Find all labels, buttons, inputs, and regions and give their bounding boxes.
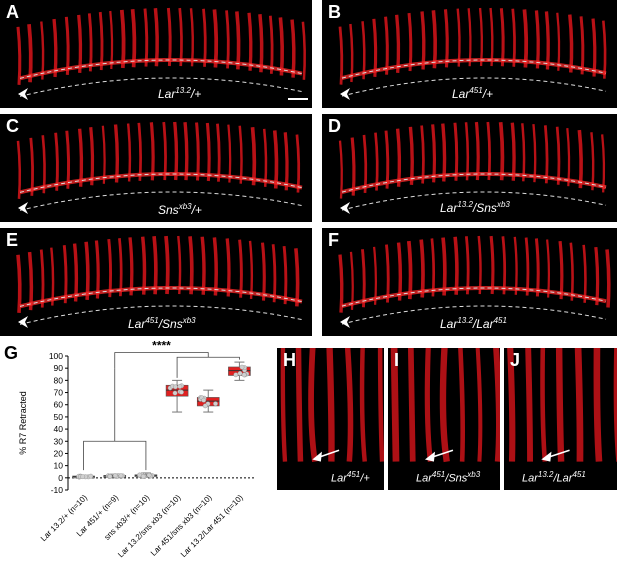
arrow-head xyxy=(541,451,552,462)
x-tick-label: Lar 13.2/sns xb3 (n=10) xyxy=(116,493,183,560)
y-tick-label: -10 xyxy=(51,485,64,495)
dashed-outline xyxy=(341,287,607,307)
scale-bar xyxy=(288,98,308,100)
y-axis-label: % R7 Retracted xyxy=(18,391,28,455)
panel-letter-j: J xyxy=(510,350,521,370)
y-tick-label: 70 xyxy=(54,388,64,398)
data-point xyxy=(146,472,152,478)
data-point xyxy=(241,372,247,378)
genotype-label-e: Lar451/Snsxb3 xyxy=(128,316,196,331)
zoom-image-h xyxy=(280,348,384,463)
panel-letter-g: G xyxy=(4,343,19,363)
panel-i-image: I Lar451/Snsxb3 xyxy=(388,348,500,490)
genotype-label-b: Lar451/+ xyxy=(452,86,494,101)
y-tick-label: 20 xyxy=(54,448,64,458)
dashed-outline xyxy=(341,173,607,193)
y-tick-label: 0 xyxy=(58,473,63,483)
y-tick-label: 90 xyxy=(54,363,64,373)
genotype-label-f: Lar13.2/Lar451 xyxy=(440,316,507,331)
retina-image-c xyxy=(16,121,303,214)
panel-d-image: D Lar13.2/Snsxb3 xyxy=(322,114,617,222)
genotype-label-d: Lar13.2/Snsxb3 xyxy=(440,200,510,215)
zoom-image-i xyxy=(390,348,500,463)
panel-f-image: F Lar13.2/Lar451 xyxy=(322,228,617,336)
control-bracket xyxy=(83,440,147,471)
panel-j-image: J Lar13.2/Lar451 xyxy=(504,348,617,490)
data-point xyxy=(80,474,86,480)
dashed-outline xyxy=(19,287,303,307)
retina-image-e xyxy=(16,235,303,328)
treated-bracket xyxy=(176,356,240,378)
arrowhead-marker xyxy=(340,202,350,214)
genotype-label-h: Lar451/+ xyxy=(331,470,370,485)
panel-letter-f: F xyxy=(328,230,339,250)
panel-letter-i: I xyxy=(394,350,400,370)
dashed-outline xyxy=(341,191,607,211)
dashed-outline xyxy=(341,77,607,97)
y-tick-label: 30 xyxy=(54,436,64,446)
data-point xyxy=(177,384,183,389)
dashed-outline xyxy=(19,305,303,325)
data-point xyxy=(140,474,146,479)
panel-letter-a: A xyxy=(6,2,19,22)
dashed-outline xyxy=(19,77,303,97)
panel-b-image: B Lar451/+ xyxy=(322,0,617,108)
panel-h-image: H Lar451/+ xyxy=(277,348,384,490)
panel-letter-e: E xyxy=(6,230,19,250)
y-tick-label: 10 xyxy=(54,461,64,471)
data-point xyxy=(201,397,207,403)
dashed-outline xyxy=(19,59,303,79)
y-tick-label: 100 xyxy=(49,351,63,361)
panel-letter-c: C xyxy=(6,116,19,136)
retina-image-d xyxy=(338,121,607,214)
panel-letter-h: H xyxy=(283,350,296,370)
y-tick-label: 40 xyxy=(54,424,64,434)
arrowhead-marker xyxy=(18,316,28,328)
data-point xyxy=(88,473,94,479)
box-plot-chart: -10 0 10 20 30 40 50 60 70 80 90 100 % R7 Retracted L… xyxy=(0,338,275,569)
panel-a-image: A Lar13.2/+ xyxy=(0,0,312,108)
data-point xyxy=(173,384,178,390)
significance-stars: **** xyxy=(152,340,171,352)
genotype-label-c: Snsxb3/+ xyxy=(158,202,202,217)
retina-image-a xyxy=(16,7,306,100)
y-tick-label: 50 xyxy=(54,412,64,422)
dashed-outline xyxy=(19,173,303,193)
arrowhead-marker xyxy=(18,88,28,100)
genotype-label-i: Lar451/Snsxb3 xyxy=(416,470,481,485)
y-tick-label: 60 xyxy=(54,400,64,410)
arrowhead-marker xyxy=(18,202,28,214)
arrow-head xyxy=(424,451,436,462)
data-point xyxy=(213,401,218,407)
retina-image-f xyxy=(338,235,611,328)
data-point xyxy=(233,372,239,378)
panel-letter-d: D xyxy=(328,116,341,136)
data-point xyxy=(237,370,243,376)
data-point xyxy=(179,389,184,395)
retina-image-b xyxy=(338,7,607,100)
dashed-outline xyxy=(341,59,607,79)
arrow-head xyxy=(312,451,322,462)
dashed-outline xyxy=(19,191,303,211)
genotype-label-a: Lar13.2/+ xyxy=(158,86,202,101)
data-point xyxy=(118,473,124,479)
panel-letter-b: B xyxy=(328,2,341,22)
arrowhead-marker xyxy=(340,88,350,100)
data-point xyxy=(239,364,245,370)
y-tick-label: 80 xyxy=(54,375,64,385)
data-point xyxy=(172,390,178,396)
x-tick-label: Lar 451/sns xb3 (n=10) xyxy=(149,493,214,558)
dashed-outline xyxy=(341,305,607,325)
box-plot-svg: -10 0 10 20 30 40 50 60 70 80 90 100 % R7 Retracted L… xyxy=(18,338,255,560)
data-point xyxy=(202,403,208,409)
x-tick-label: Lar 13.2/Lar 451 (n=10) xyxy=(179,493,245,559)
panel-c-image: C Snsxb3/+ xyxy=(0,114,312,222)
panel-e-image: E Lar451/Snsxb3 xyxy=(0,228,312,336)
zoom-image-j xyxy=(507,348,617,462)
data-point xyxy=(107,473,113,479)
genotype-label-j: Lar13.2/Lar451 xyxy=(522,470,586,485)
data-point xyxy=(112,473,118,478)
arrowhead-marker xyxy=(340,316,350,328)
